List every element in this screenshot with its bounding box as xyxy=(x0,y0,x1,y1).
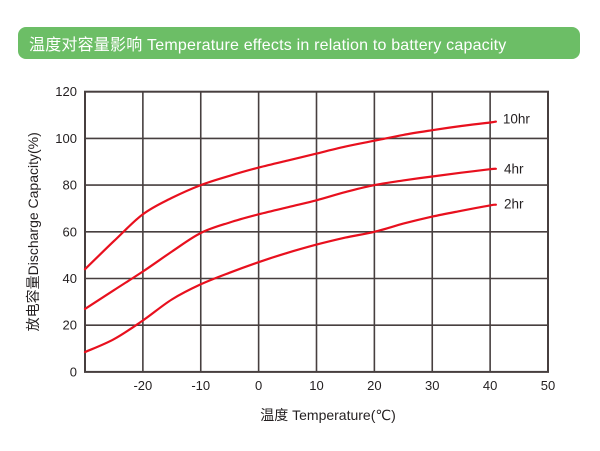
series-curve-2hr xyxy=(83,203,497,354)
y-tick-label: 60 xyxy=(63,224,77,239)
y-tick-label: 120 xyxy=(55,84,77,99)
y-tick-label: 80 xyxy=(63,178,77,193)
x-axis-title: 温度 Temperature(℃) xyxy=(260,407,396,423)
x-tick-label: 40 xyxy=(483,378,497,393)
x-tick-label: -10 xyxy=(191,378,210,393)
x-tick-label: 50 xyxy=(541,378,555,393)
series-curve-4hr xyxy=(83,167,497,310)
x-tick-label: 0 xyxy=(255,378,262,393)
series-label-10hr: 10hr xyxy=(503,112,531,127)
y-tick-label: 0 xyxy=(70,364,77,379)
plot-border xyxy=(84,90,549,373)
y-tick-label: 20 xyxy=(63,318,77,333)
x-tick-label: -20 xyxy=(133,378,152,393)
y-axis-title: 放电容量Discharge Capacity(%) xyxy=(25,132,41,331)
chart-title-banner: 温度对容量影响 Temperature effects in relation … xyxy=(18,27,580,59)
x-tick-label: 10 xyxy=(309,378,323,393)
series-label-4hr: 4hr xyxy=(504,161,524,176)
y-tick-label: 40 xyxy=(63,271,77,286)
x-tick-label: 30 xyxy=(425,378,439,393)
chart-title: 温度对容量影响 Temperature effects in relation … xyxy=(29,37,507,54)
series-label-2hr: 2hr xyxy=(504,197,524,212)
y-tick-label: 100 xyxy=(55,131,77,146)
series-curve-10hr xyxy=(83,120,497,271)
x-tick-label: 20 xyxy=(367,378,381,393)
